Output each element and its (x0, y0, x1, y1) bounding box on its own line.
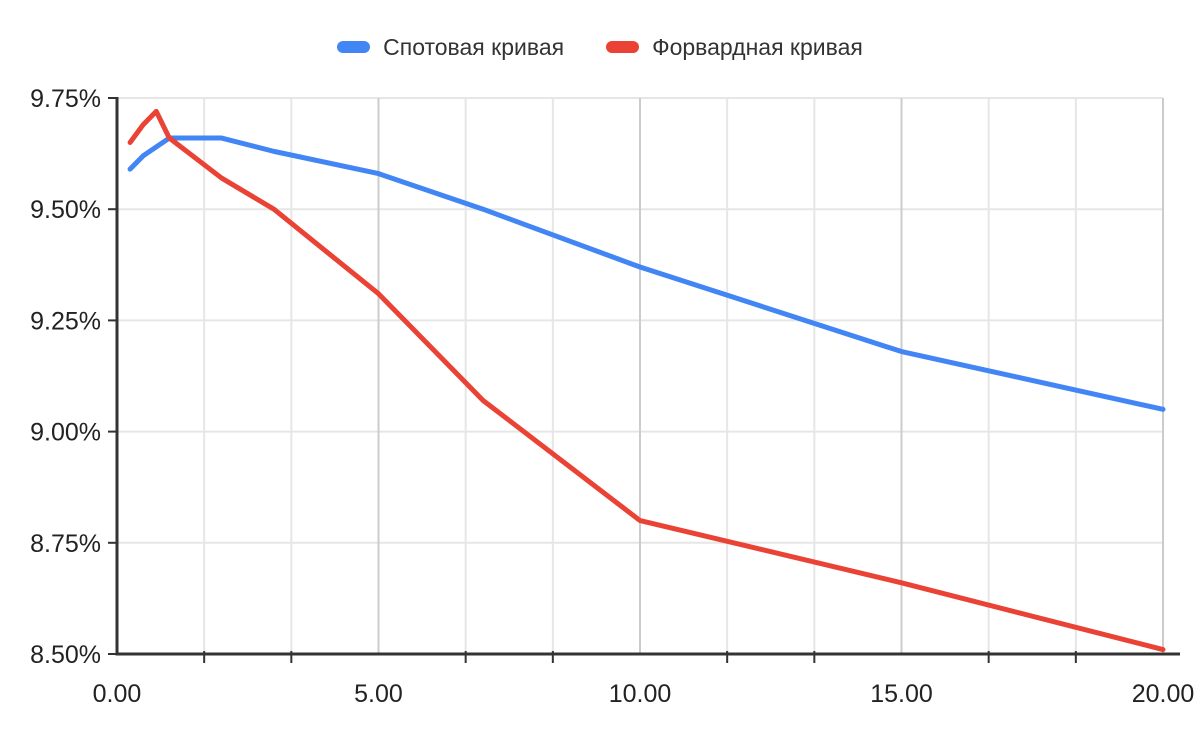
x-axis-label: 10.00 (609, 680, 672, 708)
spot-curve-swatch-icon (337, 41, 371, 53)
series-line-1 (127, 108, 1166, 653)
y-axis-label: 9.00% (30, 419, 101, 447)
chart-legend: Спотовая кривая Форвардная кривая (0, 32, 1200, 62)
y-axis-label: 9.75% (30, 85, 101, 113)
y-axis-label: 9.25% (30, 307, 101, 335)
forward-curve-legend-label: Форвардная кривая (652, 33, 863, 60)
x-axis-label: 15.00 (870, 680, 933, 708)
legend-item-spot-curve: Спотовая кривая (337, 34, 564, 61)
y-axis-label: 9.50% (30, 196, 101, 224)
forward-curve-swatch-icon (606, 41, 640, 53)
x-axis-label: 0.00 (93, 680, 142, 708)
spot-curve-legend-label: Спотовая кривая (383, 33, 565, 60)
x-axis-label: 20.00 (1132, 680, 1195, 708)
x-axis-label: 5.00 (354, 680, 403, 708)
y-axis-label: 8.75% (30, 530, 101, 558)
legend-item-forward-curve: Форвардная кривая (606, 34, 863, 61)
y-axis-label: 8.50% (30, 641, 101, 669)
series-line-0 (127, 135, 1166, 412)
